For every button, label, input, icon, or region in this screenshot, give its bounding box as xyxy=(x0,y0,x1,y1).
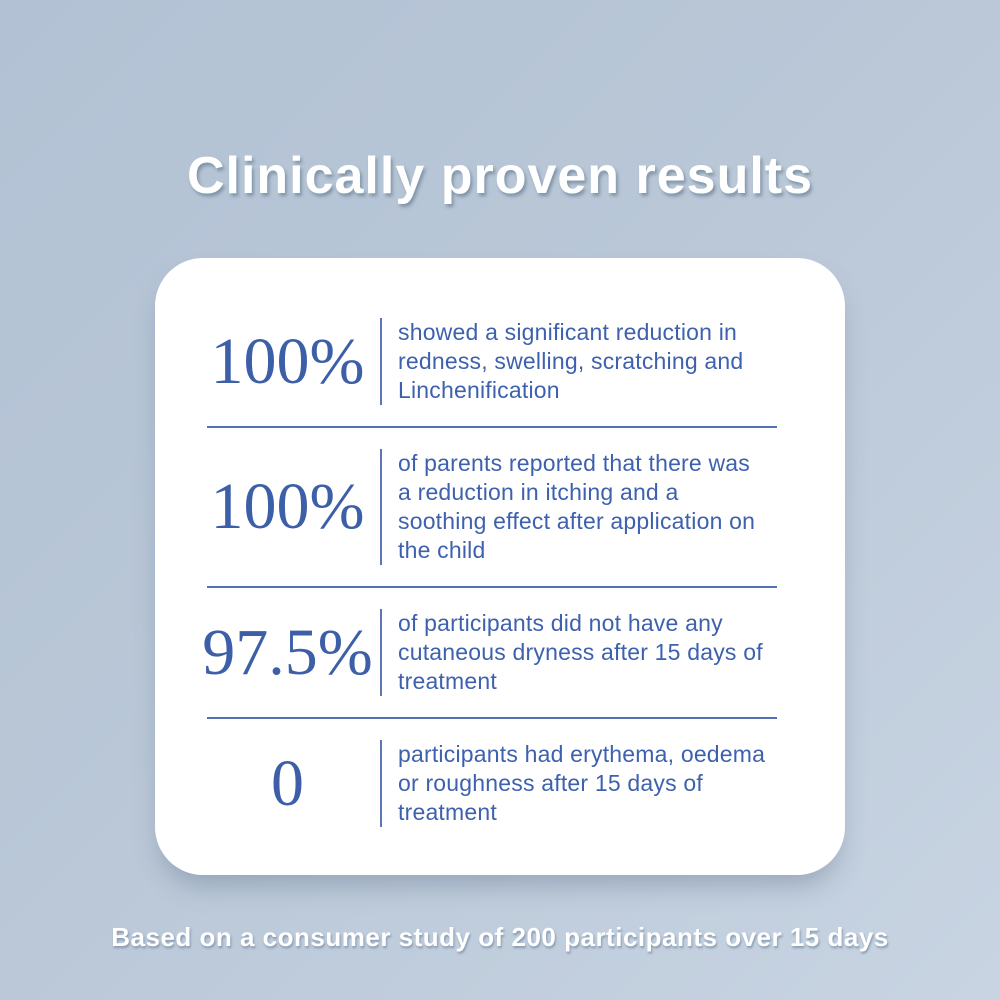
vertical-divider xyxy=(380,740,382,827)
page-title: Clinically proven results xyxy=(186,147,814,205)
vertical-divider xyxy=(380,318,382,405)
stat-description-2: of parents reported that there was a red… xyxy=(398,450,756,563)
stat-description-3: of participants did not have any cutaneo… xyxy=(398,610,763,694)
stat-row-2: 100% of parents reported that there was … xyxy=(155,449,845,565)
stat-row-4: 0 participants had erythema, oedema or r… xyxy=(155,740,845,827)
row-divider xyxy=(207,717,777,719)
results-card: 100% showed a significant reduction in r… xyxy=(155,258,845,875)
study-disclaimer: Based on a consumer study of 200 partici… xyxy=(111,922,889,952)
stat-value-4: 0 xyxy=(271,746,304,820)
stat-value-1: 100% xyxy=(210,324,365,398)
stat-value-2: 100% xyxy=(210,470,365,543)
vertical-divider xyxy=(380,449,382,565)
row-divider xyxy=(207,586,777,588)
stat-row-3: 97.5% of participants did not have any c… xyxy=(155,609,845,696)
vertical-divider xyxy=(380,609,382,696)
stat-description-1: showed a significant reduction in rednes… xyxy=(398,319,744,403)
row-divider xyxy=(207,426,777,428)
stat-row-1: 100% showed a significant reduction in r… xyxy=(155,318,845,405)
stat-value-3: 97.5% xyxy=(202,615,373,689)
stat-description-4: participants had erythema, oedema or rou… xyxy=(398,741,766,825)
